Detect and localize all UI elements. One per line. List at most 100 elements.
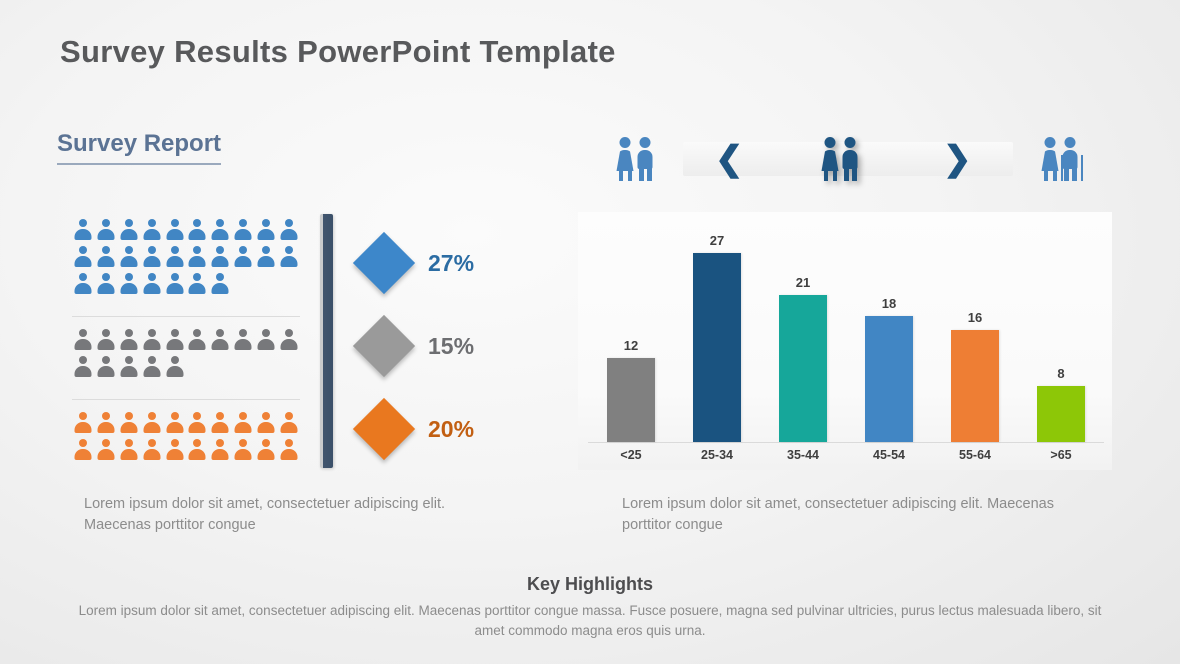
bar-value-label: 27	[709, 233, 725, 248]
person-icon	[72, 218, 95, 245]
adult-couple-icon[interactable]	[810, 128, 870, 190]
person-icon	[163, 328, 186, 355]
person-icon	[209, 218, 232, 245]
person-icon	[140, 411, 163, 438]
person-icon	[186, 218, 209, 245]
chevron-left-icon[interactable]: ❮	[715, 140, 744, 178]
diamond-icon	[350, 229, 418, 297]
person-icon	[232, 245, 255, 272]
male-figure-icon	[1062, 137, 1083, 181]
bar-value-label: 12	[623, 338, 639, 353]
female-figure-icon	[616, 137, 634, 181]
legend-row: 15%	[350, 305, 530, 387]
people-pictogram-panel	[72, 218, 300, 471]
bar-value-label: 18	[881, 296, 897, 311]
legend-row: 20%	[350, 388, 530, 470]
percentage-legend: 27% 15% 20%	[350, 222, 530, 470]
page-title: Survey Results PowerPoint Template	[60, 34, 616, 69]
left-caption: Lorem ipsum dolor sit amet, consectetuer…	[84, 496, 446, 534]
person-icon	[277, 328, 300, 355]
bar-column: 12	[588, 218, 674, 442]
person-icon	[186, 245, 209, 272]
person-icon	[72, 411, 95, 438]
male-figure-icon	[842, 137, 859, 181]
person-icon	[254, 218, 277, 245]
person-icon	[254, 438, 277, 465]
person-icon-row	[72, 218, 300, 299]
person-icon	[186, 411, 209, 438]
chevron-right-icon[interactable]: ❯	[943, 140, 972, 178]
bar	[1037, 386, 1085, 442]
bar	[951, 330, 999, 442]
person-icon	[140, 355, 163, 382]
female-figure-icon	[1041, 137, 1063, 181]
bar-column: 16	[932, 218, 1018, 442]
right-caption: Lorem ipsum dolor sit amet, consectetuer…	[622, 496, 1054, 534]
person-icon	[118, 328, 141, 355]
person-icon	[95, 355, 118, 382]
diamond-icon	[350, 312, 418, 380]
person-icon	[163, 438, 186, 465]
diamond-icon	[350, 395, 418, 463]
person-icon	[186, 438, 209, 465]
person-icon-row	[72, 411, 300, 465]
person-icon	[163, 218, 186, 245]
person-icon	[186, 272, 209, 299]
person-icon	[209, 438, 232, 465]
bar-column: 8	[1018, 218, 1104, 442]
person-icon	[118, 218, 141, 245]
person-icon	[118, 245, 141, 272]
person-icon	[72, 328, 95, 355]
person-icon	[140, 328, 163, 355]
legend-value: 20%	[428, 415, 475, 442]
x-axis-tick-label: 35-44	[787, 448, 819, 462]
person-icon	[95, 245, 118, 272]
bar-column: 27	[674, 218, 760, 442]
person-icon	[209, 245, 232, 272]
blue-group	[72, 218, 300, 305]
bar	[693, 253, 741, 442]
age-group-selector[interactable]: ❮ ❯	[575, 128, 1120, 190]
person-icon	[254, 411, 277, 438]
bar-value-label: 16	[967, 310, 983, 325]
person-icon	[95, 272, 118, 299]
person-icon	[163, 245, 186, 272]
person-icon	[232, 328, 255, 355]
person-icon	[72, 245, 95, 272]
person-icon	[254, 245, 277, 272]
person-icon	[118, 411, 141, 438]
x-axis-tick-label: <25	[620, 448, 642, 462]
person-icon	[118, 438, 141, 465]
vertical-divider	[320, 214, 333, 468]
person-icon	[277, 218, 300, 245]
person-icon	[209, 328, 232, 355]
person-icon	[232, 218, 255, 245]
person-icon	[209, 411, 232, 438]
section-heading: Survey Report	[57, 130, 222, 165]
x-axis-tick-label: 55-64	[959, 448, 991, 462]
person-icon	[72, 355, 95, 382]
bar-column: 18	[846, 218, 932, 442]
person-icon	[163, 411, 186, 438]
person-icon	[95, 218, 118, 245]
key-highlights-title: Key Highlights	[526, 574, 653, 594]
bar-value-label: 21	[795, 275, 811, 290]
orange-group	[72, 399, 300, 471]
elderly-couple-icon[interactable]	[1030, 128, 1090, 190]
bar-column: 21	[760, 218, 846, 442]
legend-value: 15%	[428, 332, 475, 359]
female-figure-icon	[821, 137, 839, 181]
age-distribution-bar-chart: 12 27 21 18 16 8 <25 25-34 35-44 45-54 55-64 >65	[578, 212, 1112, 470]
person-icon	[209, 272, 232, 299]
person-icon	[118, 272, 141, 299]
gray-group	[72, 316, 300, 388]
x-axis-tick-label: 25-34	[701, 448, 733, 462]
chart-x-axis: <25 25-34 35-44 45-54 55-64 >65	[588, 448, 1104, 462]
key-highlights-body: Lorem ipsum dolor sit amet, consectetuer…	[78, 603, 1102, 639]
young-couple-icon[interactable]	[605, 128, 665, 190]
person-icon	[95, 411, 118, 438]
person-icon	[140, 272, 163, 299]
person-icon	[232, 411, 255, 438]
person-icon	[118, 355, 141, 382]
person-icon	[140, 438, 163, 465]
